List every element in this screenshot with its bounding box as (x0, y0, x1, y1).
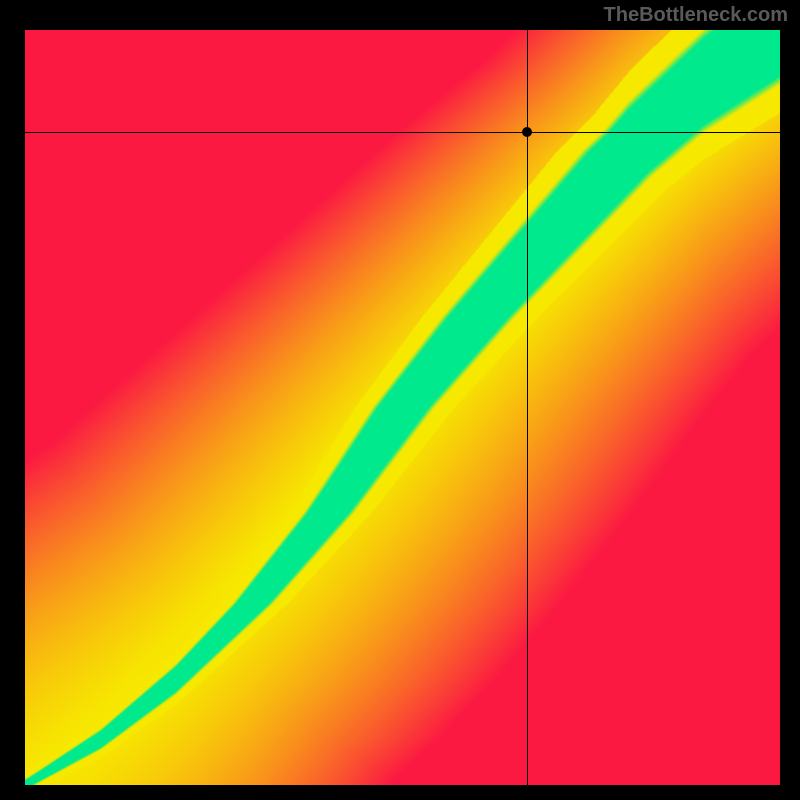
crosshair-vertical (527, 30, 528, 785)
crosshair-horizontal (25, 132, 780, 133)
watermark: TheBottleneck.com (604, 4, 788, 27)
crosshair-marker (522, 127, 532, 137)
bottleneck-heatmap (25, 30, 780, 785)
heatmap-canvas (25, 30, 780, 785)
